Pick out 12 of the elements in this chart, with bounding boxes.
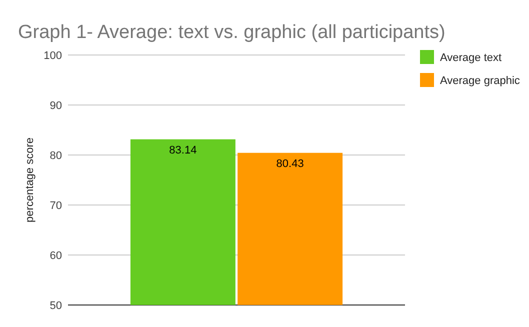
y-tick-label: 90	[50, 100, 62, 112]
data-label: 80.43	[276, 158, 304, 170]
y-tick-label: 70	[50, 200, 62, 212]
y-tick-label: 100	[44, 50, 62, 62]
legend-label: Average text	[440, 52, 502, 64]
y-tick-label: 60	[50, 250, 62, 262]
y-axis-title: percentage score	[24, 138, 36, 222]
data-label: 83.14	[169, 144, 197, 156]
chart-title: Graph 1- Average: text vs. graphic (all participants)	[18, 22, 446, 43]
y-tick-label: 50	[50, 300, 62, 312]
legend-label: Average graphic	[440, 75, 520, 87]
y-tick-label: 80	[50, 150, 62, 162]
